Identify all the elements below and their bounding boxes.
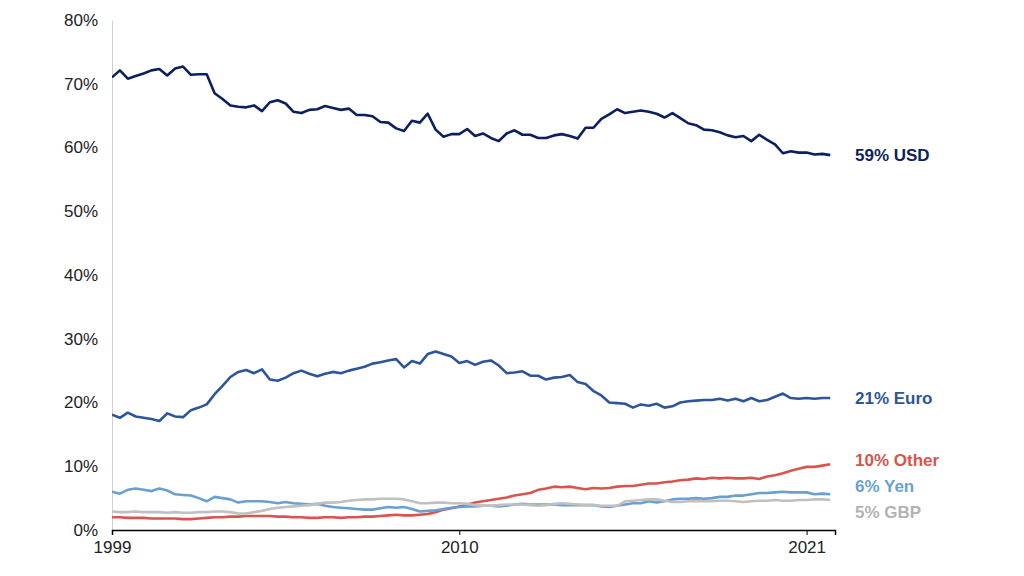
series-label: 5% GBP — [855, 503, 921, 522]
series-line — [112, 352, 830, 421]
y-tick: 60% — [64, 138, 112, 157]
x-tick: 2021 — [788, 530, 826, 557]
y-tick: 10% — [64, 457, 112, 476]
y-tick-label: 50% — [64, 202, 98, 221]
x-tick: 2010 — [441, 530, 479, 557]
series-line — [112, 464, 830, 519]
y-tick: 50% — [64, 202, 112, 221]
series-label: 10% Other — [855, 451, 939, 470]
x-tick-label: 2021 — [788, 538, 826, 557]
x-tick-label: 1999 — [94, 538, 132, 557]
series-label: 59% USD — [855, 146, 930, 165]
y-tick-label: 60% — [64, 138, 98, 157]
x-tick-label: 2010 — [441, 538, 479, 557]
series-line — [112, 499, 830, 514]
chart: 0%10%20%30%40%50%60%70%80%19992010202159… — [0, 0, 1024, 576]
y-tick-label: 80% — [64, 11, 98, 30]
x-axis: 1999 2010 2021 — [94, 530, 836, 557]
series-labels: 59% USD 21% Euro 10% Other 6% Yen 5% GBP — [855, 146, 939, 522]
x-tick-mark — [112, 530, 113, 535]
series-label: 21% Euro — [855, 389, 932, 408]
series-label: 6% Yen — [855, 477, 914, 496]
x-tick-mark — [459, 530, 460, 535]
y-tick: 30% — [64, 330, 112, 349]
y-tick: 20% — [64, 393, 112, 412]
y-tick: 40% — [64, 266, 112, 285]
lines — [112, 67, 830, 520]
y-tick-label: 10% — [64, 457, 98, 476]
y-tick: 80% — [64, 11, 112, 30]
x-tick-mark — [807, 530, 808, 535]
y-axis: 0%10%20%30%40%50%60%70%80% — [64, 11, 113, 540]
y-tick-label: 30% — [64, 330, 98, 349]
y-tick-label: 20% — [64, 393, 98, 412]
x-axis-line — [113, 531, 836, 536]
series-line — [112, 67, 830, 156]
y-tick: 70% — [64, 75, 112, 94]
x-tick: 1999 — [94, 530, 132, 557]
y-tick-label: 70% — [64, 75, 98, 94]
y-axis-line — [112, 21, 113, 531]
y-tick-label: 40% — [64, 266, 98, 285]
